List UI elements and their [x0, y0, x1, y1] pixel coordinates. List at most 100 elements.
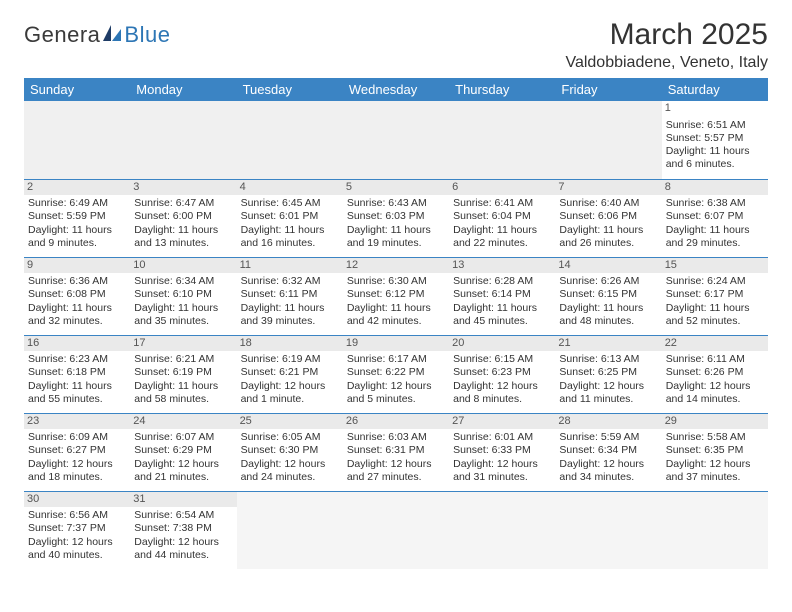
sunset-text: Sunset: 6:22 PM	[347, 366, 445, 379]
calendar-empty	[237, 491, 343, 569]
calendar-day: 31Sunrise: 6:54 AMSunset: 7:38 PMDayligh…	[130, 491, 236, 569]
calendar-day: 12Sunrise: 6:30 AMSunset: 6:12 PMDayligh…	[343, 257, 449, 335]
day-number: 2	[24, 180, 130, 196]
sunset-text: Sunset: 6:35 PM	[666, 444, 764, 457]
sunset-text: Sunset: 6:27 PM	[28, 444, 126, 457]
calendar-head: SundayMondayTuesdayWednesdayThursdayFrid…	[24, 78, 768, 101]
sunset-text: Sunset: 6:30 PM	[241, 444, 339, 457]
sail-icon	[101, 23, 123, 48]
day-number: 15	[662, 258, 768, 274]
daylight-text: Daylight: 11 hours and 9 minutes.	[28, 224, 126, 250]
calendar-day: 8Sunrise: 6:38 AMSunset: 6:07 PMDaylight…	[662, 179, 768, 257]
calendar-day: 27Sunrise: 6:01 AMSunset: 6:33 PMDayligh…	[449, 413, 555, 491]
sunset-text: Sunset: 7:38 PM	[134, 522, 232, 535]
calendar-empty	[24, 101, 130, 179]
sunrise-text: Sunrise: 6:38 AM	[666, 197, 764, 210]
sunrise-text: Sunrise: 6:43 AM	[347, 197, 445, 210]
weekday-header: Thursday	[449, 78, 555, 101]
sunrise-text: Sunrise: 6:40 AM	[559, 197, 657, 210]
calendar-empty	[662, 491, 768, 569]
daylight-text: Daylight: 11 hours and 58 minutes.	[134, 380, 232, 406]
day-body: Sunrise: 6:54 AMSunset: 7:38 PMDaylight:…	[134, 509, 232, 562]
calendar-empty	[130, 101, 236, 179]
calendar-empty	[343, 491, 449, 569]
sunset-text: Sunset: 6:04 PM	[453, 210, 551, 223]
calendar-day: 3Sunrise: 6:47 AMSunset: 6:00 PMDaylight…	[130, 179, 236, 257]
sunrise-text: Sunrise: 6:56 AM	[28, 509, 126, 522]
day-body: Sunrise: 6:05 AMSunset: 6:30 PMDaylight:…	[241, 431, 339, 484]
day-number: 13	[449, 258, 555, 274]
sunrise-text: Sunrise: 6:32 AM	[241, 275, 339, 288]
day-body: Sunrise: 6:49 AMSunset: 5:59 PMDaylight:…	[28, 197, 126, 250]
sunrise-text: Sunrise: 6:07 AM	[134, 431, 232, 444]
brand-text-part2: Blue	[124, 22, 170, 48]
daylight-text: Daylight: 11 hours and 55 minutes.	[28, 380, 126, 406]
day-number: 19	[343, 336, 449, 352]
daylight-text: Daylight: 11 hours and 29 minutes.	[666, 224, 764, 250]
day-number: 28	[555, 414, 661, 430]
daylight-text: Daylight: 12 hours and 5 minutes.	[347, 380, 445, 406]
day-body: Sunrise: 6:03 AMSunset: 6:31 PMDaylight:…	[347, 431, 445, 484]
weekday-header: Wednesday	[343, 78, 449, 101]
sunrise-text: Sunrise: 6:15 AM	[453, 353, 551, 366]
sunrise-text: Sunrise: 6:51 AM	[666, 119, 764, 132]
sunrise-text: Sunrise: 6:13 AM	[559, 353, 657, 366]
calendar-day: 10Sunrise: 6:34 AMSunset: 6:10 PMDayligh…	[130, 257, 236, 335]
day-body: Sunrise: 6:24 AMSunset: 6:17 PMDaylight:…	[666, 275, 764, 328]
daylight-text: Daylight: 12 hours and 11 minutes.	[559, 380, 657, 406]
day-number: 23	[24, 414, 130, 430]
day-number: 22	[662, 336, 768, 352]
sunrise-text: Sunrise: 6:03 AM	[347, 431, 445, 444]
day-body: Sunrise: 6:32 AMSunset: 6:11 PMDaylight:…	[241, 275, 339, 328]
daylight-text: Daylight: 12 hours and 44 minutes.	[134, 536, 232, 562]
sunset-text: Sunset: 6:26 PM	[666, 366, 764, 379]
day-body: Sunrise: 6:41 AMSunset: 6:04 PMDaylight:…	[453, 197, 551, 250]
day-number: 20	[449, 336, 555, 352]
calendar-day: 30Sunrise: 6:56 AMSunset: 7:37 PMDayligh…	[24, 491, 130, 569]
weekday-header: Sunday	[24, 78, 130, 101]
day-number: 29	[662, 414, 768, 430]
daylight-text: Daylight: 12 hours and 8 minutes.	[453, 380, 551, 406]
weekday-header: Friday	[555, 78, 661, 101]
day-number: 11	[237, 258, 343, 274]
calendar-table: SundayMondayTuesdayWednesdayThursdayFrid…	[24, 78, 768, 569]
daylight-text: Daylight: 11 hours and 26 minutes.	[559, 224, 657, 250]
calendar-day: 23Sunrise: 6:09 AMSunset: 6:27 PMDayligh…	[24, 413, 130, 491]
day-body: Sunrise: 6:11 AMSunset: 6:26 PMDaylight:…	[666, 353, 764, 406]
calendar-body: 1Sunrise: 6:51 AMSunset: 5:57 PMDaylight…	[24, 101, 768, 569]
day-number: 10	[130, 258, 236, 274]
day-number: 6	[449, 180, 555, 196]
sunset-text: Sunset: 6:18 PM	[28, 366, 126, 379]
sunset-text: Sunset: 6:10 PM	[134, 288, 232, 301]
calendar-week: 23Sunrise: 6:09 AMSunset: 6:27 PMDayligh…	[24, 413, 768, 491]
daylight-text: Daylight: 12 hours and 1 minute.	[241, 380, 339, 406]
sunset-text: Sunset: 6:03 PM	[347, 210, 445, 223]
daylight-text: Daylight: 12 hours and 18 minutes.	[28, 458, 126, 484]
sunrise-text: Sunrise: 6:09 AM	[28, 431, 126, 444]
day-number: 4	[237, 180, 343, 196]
calendar-empty	[555, 101, 661, 179]
calendar-empty	[343, 101, 449, 179]
weekday-header: Tuesday	[237, 78, 343, 101]
month-title: March 2025	[565, 18, 768, 52]
day-number: 12	[343, 258, 449, 274]
calendar-day: 20Sunrise: 6:15 AMSunset: 6:23 PMDayligh…	[449, 335, 555, 413]
daylight-text: Daylight: 12 hours and 21 minutes.	[134, 458, 232, 484]
sunset-text: Sunset: 6:14 PM	[453, 288, 551, 301]
day-number: 24	[130, 414, 236, 430]
day-number: 26	[343, 414, 449, 430]
day-body: Sunrise: 6:47 AMSunset: 6:00 PMDaylight:…	[134, 197, 232, 250]
day-number: 7	[555, 180, 661, 196]
day-body: Sunrise: 6:30 AMSunset: 6:12 PMDaylight:…	[347, 275, 445, 328]
title-block: March 2025 Valdobbiadene, Veneto, Italy	[565, 18, 768, 72]
calendar-day: 9Sunrise: 6:36 AMSunset: 6:08 PMDaylight…	[24, 257, 130, 335]
sunset-text: Sunset: 6:31 PM	[347, 444, 445, 457]
day-body: Sunrise: 6:34 AMSunset: 6:10 PMDaylight:…	[134, 275, 232, 328]
sunrise-text: Sunrise: 5:58 AM	[666, 431, 764, 444]
calendar-empty	[449, 101, 555, 179]
sunrise-text: Sunrise: 6:30 AM	[347, 275, 445, 288]
day-number: 16	[24, 336, 130, 352]
sunset-text: Sunset: 6:06 PM	[559, 210, 657, 223]
sunrise-text: Sunrise: 6:26 AM	[559, 275, 657, 288]
sunrise-text: Sunrise: 6:34 AM	[134, 275, 232, 288]
